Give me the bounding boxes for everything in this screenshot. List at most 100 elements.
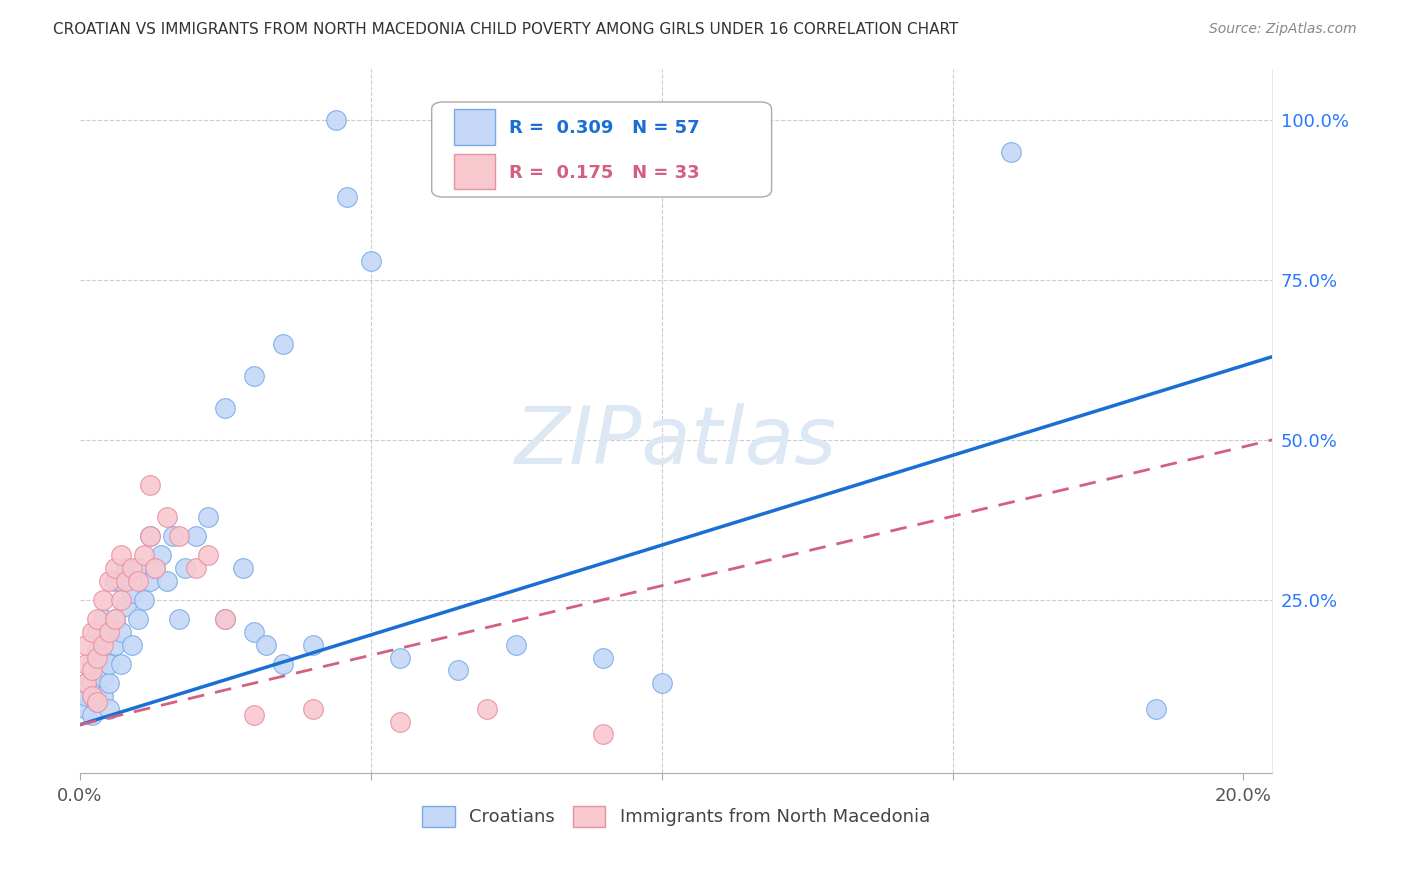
Point [97,657,120,671]
Point [162,529,184,543]
Point [91,650,114,665]
Point [388,650,411,665]
Point [91,612,114,626]
Point [150,548,173,562]
Point [97,676,120,690]
Point [104,612,127,626]
Point [167,529,190,543]
Point [115,561,138,575]
Point [75,638,97,652]
Point [80,657,103,671]
Point [173,561,195,575]
Point [592,727,614,741]
Text: CROATIAN VS IMMIGRANTS FROM NORTH MACEDONIA CHILD POVERTY AMONG GIRLS UNDER 16 C: CROATIAN VS IMMIGRANTS FROM NORTH MACEDO… [53,22,959,37]
Point [167,612,190,626]
Point [1000,145,1022,159]
Point [273,336,295,351]
Point [121,586,143,600]
Point [75,689,97,703]
Point [80,689,103,703]
Point [243,708,266,723]
Point [273,657,295,671]
Point [132,548,155,562]
Text: R =  0.175   N = 33: R = 0.175 N = 33 [509,164,700,182]
Point [138,529,160,543]
Point [186,529,208,543]
Text: ZIPatlas: ZIPatlas [515,403,837,481]
Point [80,708,103,723]
Point [91,670,114,684]
Point [91,638,114,652]
Point [86,612,108,626]
Point [110,574,132,588]
Point [156,509,179,524]
Point [75,676,97,690]
Point [80,663,103,677]
Point [214,612,236,626]
FancyBboxPatch shape [454,153,495,189]
Point [127,612,149,626]
Point [243,624,266,639]
Point [138,529,160,543]
FancyBboxPatch shape [454,110,495,145]
Point [156,574,179,588]
Point [86,695,108,709]
Point [80,689,103,703]
Point [336,189,359,203]
Point [127,574,149,588]
Point [121,638,143,652]
Point [132,593,155,607]
Point [197,509,219,524]
Point [138,574,160,588]
Point [86,663,108,677]
Point [97,624,120,639]
Point [75,676,97,690]
Text: Source: ZipAtlas.com: Source: ZipAtlas.com [1209,22,1357,37]
Point [75,702,97,716]
Point [91,593,114,607]
Point [97,624,120,639]
Point [197,548,219,562]
Point [505,638,527,652]
Point [243,368,266,383]
Point [651,676,673,690]
Point [475,702,498,716]
Point [104,574,127,588]
Point [110,657,132,671]
Point [104,638,127,652]
Point [91,689,114,703]
Point [592,650,614,665]
Point [86,695,108,709]
Point [138,477,160,491]
Point [115,599,138,614]
Point [97,702,120,716]
Point [127,561,149,575]
Point [80,676,103,690]
FancyBboxPatch shape [432,102,772,197]
Point [75,657,97,671]
Point [115,574,138,588]
Point [121,561,143,575]
Point [214,612,236,626]
Text: R =  0.309   N = 57: R = 0.309 N = 57 [509,120,700,137]
Point [110,548,132,562]
Point [301,702,323,716]
Point [145,561,167,575]
Point [110,624,132,639]
Point [186,561,208,575]
Point [97,574,120,588]
Point [145,561,167,575]
Point [104,612,127,626]
Point [80,624,103,639]
Point [86,624,108,639]
Point [1144,702,1167,716]
Point [110,593,132,607]
Point [86,682,108,697]
Point [104,561,127,575]
Point [86,644,108,658]
Legend: Croatians, Immigrants from North Macedonia: Croatians, Immigrants from North Macedon… [415,799,938,834]
Point [254,638,277,652]
Point [360,253,382,268]
Point [91,632,114,646]
Point [232,561,254,575]
